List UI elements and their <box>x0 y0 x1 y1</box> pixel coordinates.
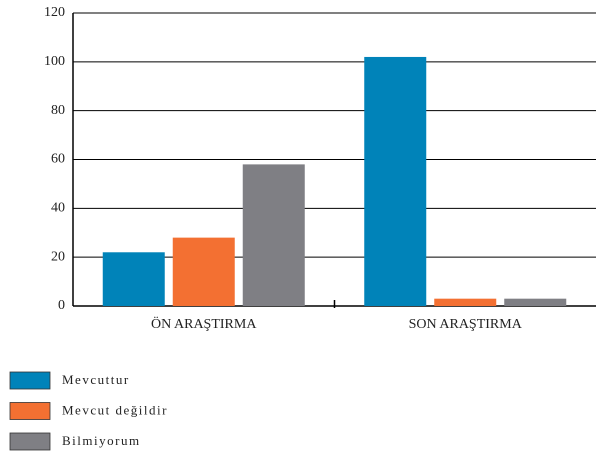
legend-label: Mevcuttur <box>62 372 130 387</box>
legend-label: Bilmiyorum <box>62 433 141 448</box>
x-tick-label: SON ARAŞTIRMA <box>409 317 523 332</box>
bar <box>434 298 497 306</box>
y-tick-label: 20 <box>51 249 65 264</box>
bar <box>242 164 305 306</box>
y-tick-label: 0 <box>58 298 65 313</box>
y-tick-label: 60 <box>51 152 65 167</box>
legend-swatch <box>9 402 51 420</box>
y-tick-label: 120 <box>44 5 65 20</box>
legend-swatch <box>9 371 51 390</box>
bar <box>102 252 165 306</box>
bar <box>504 298 567 306</box>
y-tick-label: 80 <box>51 103 65 118</box>
legend-swatch <box>9 432 51 451</box>
y-tick-label: 40 <box>51 201 65 216</box>
bar <box>364 56 427 307</box>
legend-label: Mevcut değildir <box>62 402 168 417</box>
bar <box>172 237 235 306</box>
x-tick-label: ÖN ARAŞTIRMA <box>151 315 257 332</box>
y-tick-label: 100 <box>44 54 65 69</box>
